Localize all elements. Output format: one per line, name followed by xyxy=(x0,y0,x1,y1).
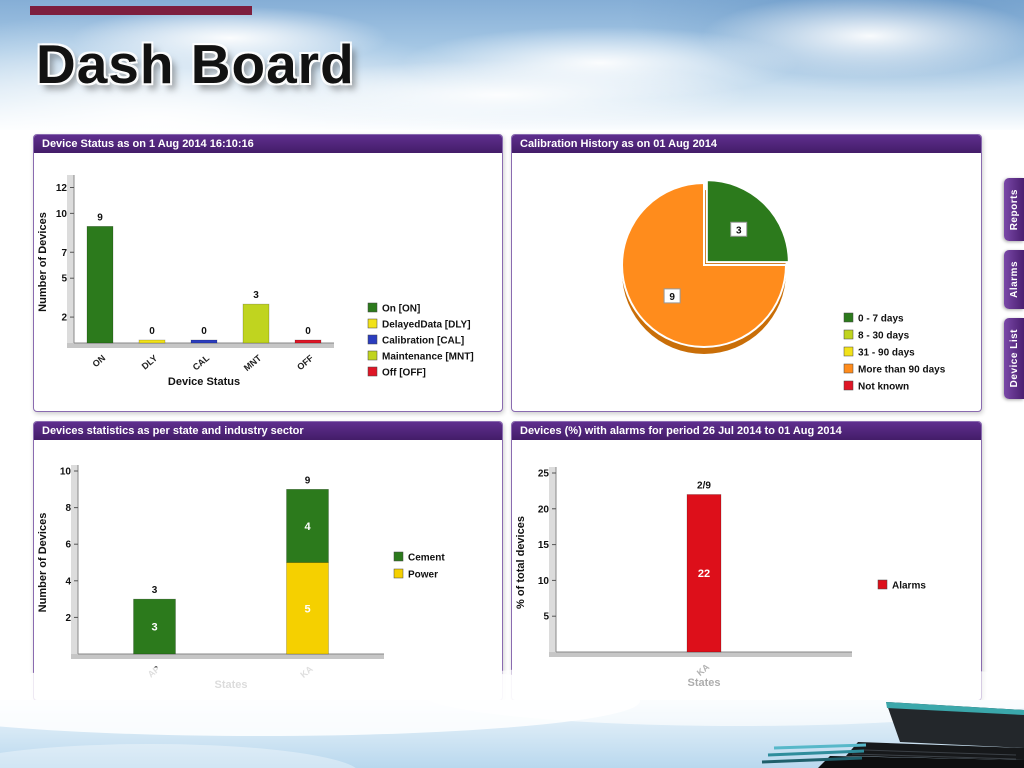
svg-text:DLY: DLY xyxy=(140,353,160,372)
tab-reports-label: Reports xyxy=(1008,189,1020,231)
accent-strip xyxy=(30,6,252,15)
svg-text:9: 9 xyxy=(305,475,311,486)
footer xyxy=(0,660,1024,768)
svg-text:Alarms: Alarms xyxy=(892,581,926,592)
svg-text:On [ON]: On [ON] xyxy=(382,304,420,315)
svg-text:Power: Power xyxy=(408,570,438,581)
svg-text:Cement: Cement xyxy=(408,553,445,564)
svg-text:10: 10 xyxy=(538,576,550,587)
svg-text:0: 0 xyxy=(305,326,311,337)
svg-text:5: 5 xyxy=(543,612,549,623)
svg-text:ON: ON xyxy=(91,353,108,369)
svg-text:8 - 30 days: 8 - 30 days xyxy=(858,331,910,342)
panel-title-calibration-history: Calibration History as on 01 Aug 2014 xyxy=(512,135,981,153)
svg-text:OFF: OFF xyxy=(295,353,316,373)
svg-text:Number of Devices: Number of Devices xyxy=(37,212,49,312)
svg-text:Off [OFF]: Off [OFF] xyxy=(382,368,426,379)
svg-text:7: 7 xyxy=(61,248,67,259)
panel-device-status: Device Status as on 1 Aug 2014 16:10:16 … xyxy=(33,134,503,412)
svg-text:4: 4 xyxy=(304,521,311,533)
svg-text:31 - 90 days: 31 - 90 days xyxy=(858,348,915,359)
svg-text:3: 3 xyxy=(152,585,158,596)
device-status-bar-chart: 2 5 7 10 12 Number of Devices Device Status 9 ON… xyxy=(37,175,474,388)
laptop-image xyxy=(761,702,1024,768)
page-title: Dash Board xyxy=(36,33,355,95)
tab-reports[interactable]: Reports xyxy=(1004,178,1024,242)
svg-text:10: 10 xyxy=(60,467,72,478)
svg-text:0: 0 xyxy=(149,326,155,337)
tab-device-list-label: Device List xyxy=(1008,329,1020,388)
panel-title-state-industry: Devices statistics as per state and indu… xyxy=(34,422,502,440)
calibration-history-chart-area: 3 9 0 - 7 days 8 - 30 days 31 - 90 days More … xyxy=(512,153,981,408)
panel-calibration-history: Calibration History as on 01 Aug 2014 3 9… xyxy=(511,134,982,412)
panel-title-alarms: Devices (%) with alarms for period 26 Ju… xyxy=(512,422,981,440)
tab-alarms[interactable]: Alarms xyxy=(1004,250,1024,310)
svg-text:More than 90 days: More than 90 days xyxy=(858,365,946,376)
svg-text:5: 5 xyxy=(304,603,310,615)
svg-text:2/9: 2/9 xyxy=(697,480,711,491)
panel-title-device-status: Device Status as on 1 Aug 2014 16:10:16 xyxy=(34,135,502,153)
svg-text:2: 2 xyxy=(61,313,67,324)
side-tab-bar: Reports Alarms Device List xyxy=(1004,178,1024,399)
svg-text:Maintenance [MNT]: Maintenance [MNT] xyxy=(382,352,474,363)
panel-state-industry: Devices statistics as per state and indu… xyxy=(33,421,503,701)
svg-text:MNT: MNT xyxy=(242,353,264,374)
svg-text:10: 10 xyxy=(56,209,68,220)
svg-text:25: 25 xyxy=(538,469,550,480)
svg-text:3: 3 xyxy=(736,225,742,236)
wave-decoration xyxy=(0,744,360,768)
tab-alarms-label: Alarms xyxy=(1008,261,1020,299)
svg-text:8: 8 xyxy=(65,503,71,514)
cloud-decoration xyxy=(700,0,1024,78)
svg-text:20: 20 xyxy=(538,504,550,515)
tab-device-list[interactable]: Device List xyxy=(1004,318,1024,399)
svg-text:22: 22 xyxy=(698,568,710,580)
svg-text:12: 12 xyxy=(56,183,68,194)
svg-text:6: 6 xyxy=(65,540,71,551)
svg-text:CAL: CAL xyxy=(191,353,212,373)
calibration-history-pie-chart: 3 9 0 - 7 days 8 - 30 days 31 - 90 days More … xyxy=(621,179,946,393)
svg-text:0 - 7 days: 0 - 7 days xyxy=(858,314,904,325)
svg-text:3: 3 xyxy=(253,290,259,301)
svg-text:3: 3 xyxy=(151,622,157,634)
svg-text:Number of Devices: Number of Devices xyxy=(37,513,49,613)
cloud-decoration xyxy=(70,6,390,70)
svg-text:15: 15 xyxy=(538,540,550,551)
svg-text:Not known: Not known xyxy=(858,382,909,393)
cloud-decoration xyxy=(250,60,750,130)
panel-alarms: Devices (%) with alarms for period 26 Ju… xyxy=(511,421,982,701)
svg-text:5: 5 xyxy=(61,274,67,285)
header-banner: Dash Board xyxy=(0,0,1024,130)
svg-text:2: 2 xyxy=(65,613,71,624)
svg-text:9: 9 xyxy=(97,212,103,223)
svg-text:0: 0 xyxy=(201,326,207,337)
svg-text:DelayedData [DLY]: DelayedData [DLY] xyxy=(382,320,471,331)
svg-text:9: 9 xyxy=(669,292,675,303)
device-status-chart-area: 2 5 7 10 12 Number of Devices Device Status 9 ON… xyxy=(34,153,502,408)
svg-text:Device Status: Device Status xyxy=(168,376,240,388)
svg-text:4: 4 xyxy=(65,576,71,587)
svg-text:% of total devices: % of total devices xyxy=(515,516,527,609)
svg-text:Calibration [CAL]: Calibration [CAL] xyxy=(382,336,464,347)
